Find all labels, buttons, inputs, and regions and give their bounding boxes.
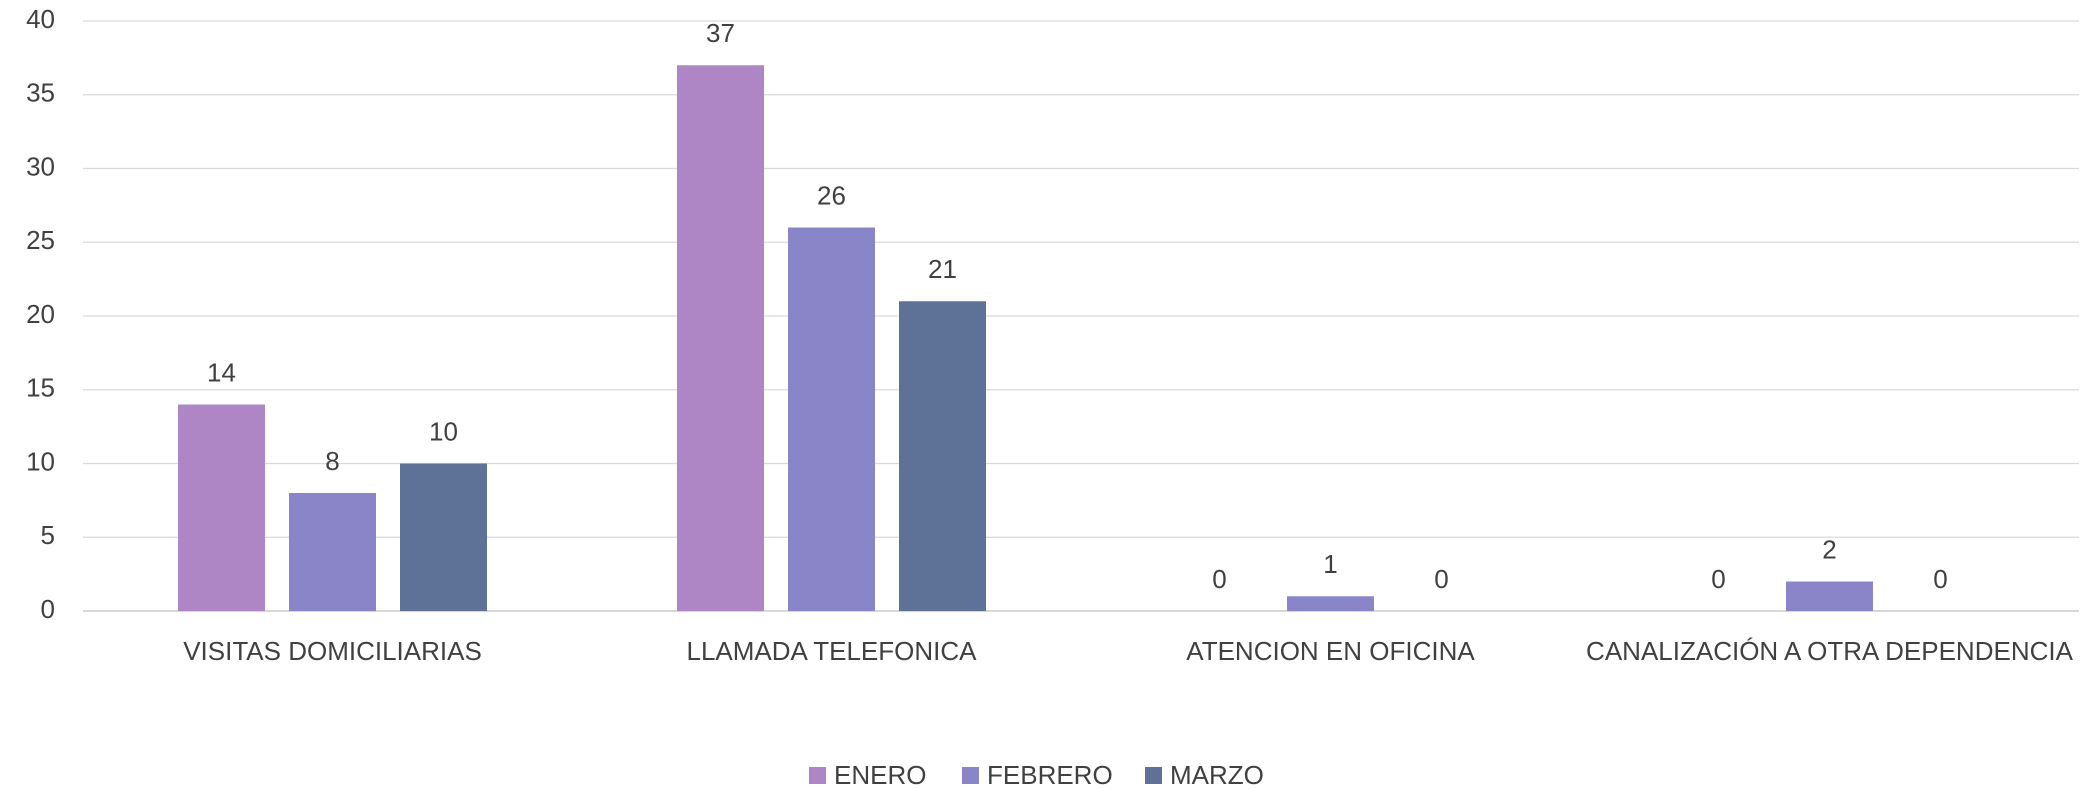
bar xyxy=(899,301,986,611)
data-label: 0 xyxy=(1933,564,1947,594)
y-tick-label: 30 xyxy=(26,151,55,181)
data-label: 1 xyxy=(1323,549,1337,579)
x-tick-label: LLAMADA TELEFONICA xyxy=(687,636,978,666)
y-tick-label: 15 xyxy=(26,373,55,403)
y-tick-label: 10 xyxy=(26,446,55,476)
y-tick-label: 20 xyxy=(26,299,55,329)
legend-swatch xyxy=(962,767,979,784)
data-label: 8 xyxy=(325,446,339,476)
data-label: 0 xyxy=(1711,564,1725,594)
legend-label: ENERO xyxy=(834,760,926,789)
legend-swatch xyxy=(1145,767,1162,784)
legend-label: MARZO xyxy=(1170,760,1264,789)
data-label: 21 xyxy=(928,254,957,284)
x-tick-label: VISITAS DOMICILIARIAS xyxy=(183,636,482,666)
data-label: 2 xyxy=(1822,534,1836,564)
bar xyxy=(178,404,265,611)
legend-swatch xyxy=(809,767,826,784)
data-label: 0 xyxy=(1212,564,1226,594)
bar xyxy=(400,463,487,611)
y-tick-label: 0 xyxy=(41,594,55,624)
data-label: 0 xyxy=(1434,564,1448,594)
y-tick-label: 35 xyxy=(26,78,55,108)
y-tick-label: 40 xyxy=(26,4,55,34)
legend-label: FEBRERO xyxy=(987,760,1113,789)
bar xyxy=(289,493,376,611)
bar xyxy=(677,65,764,611)
data-label: 10 xyxy=(429,416,458,446)
y-tick-label: 25 xyxy=(26,225,55,255)
x-tick-label: ATENCION EN OFICINA xyxy=(1186,636,1475,666)
x-tick-label: CANALIZACIÓN A OTRA DEPENDENCIA xyxy=(1586,636,2074,666)
data-label: 37 xyxy=(706,18,735,48)
bar xyxy=(1287,596,1374,611)
data-label: 14 xyxy=(207,357,236,387)
data-label: 26 xyxy=(817,180,846,210)
y-tick-label: 5 xyxy=(41,520,55,550)
bar xyxy=(1786,581,1873,611)
bar xyxy=(788,227,875,611)
